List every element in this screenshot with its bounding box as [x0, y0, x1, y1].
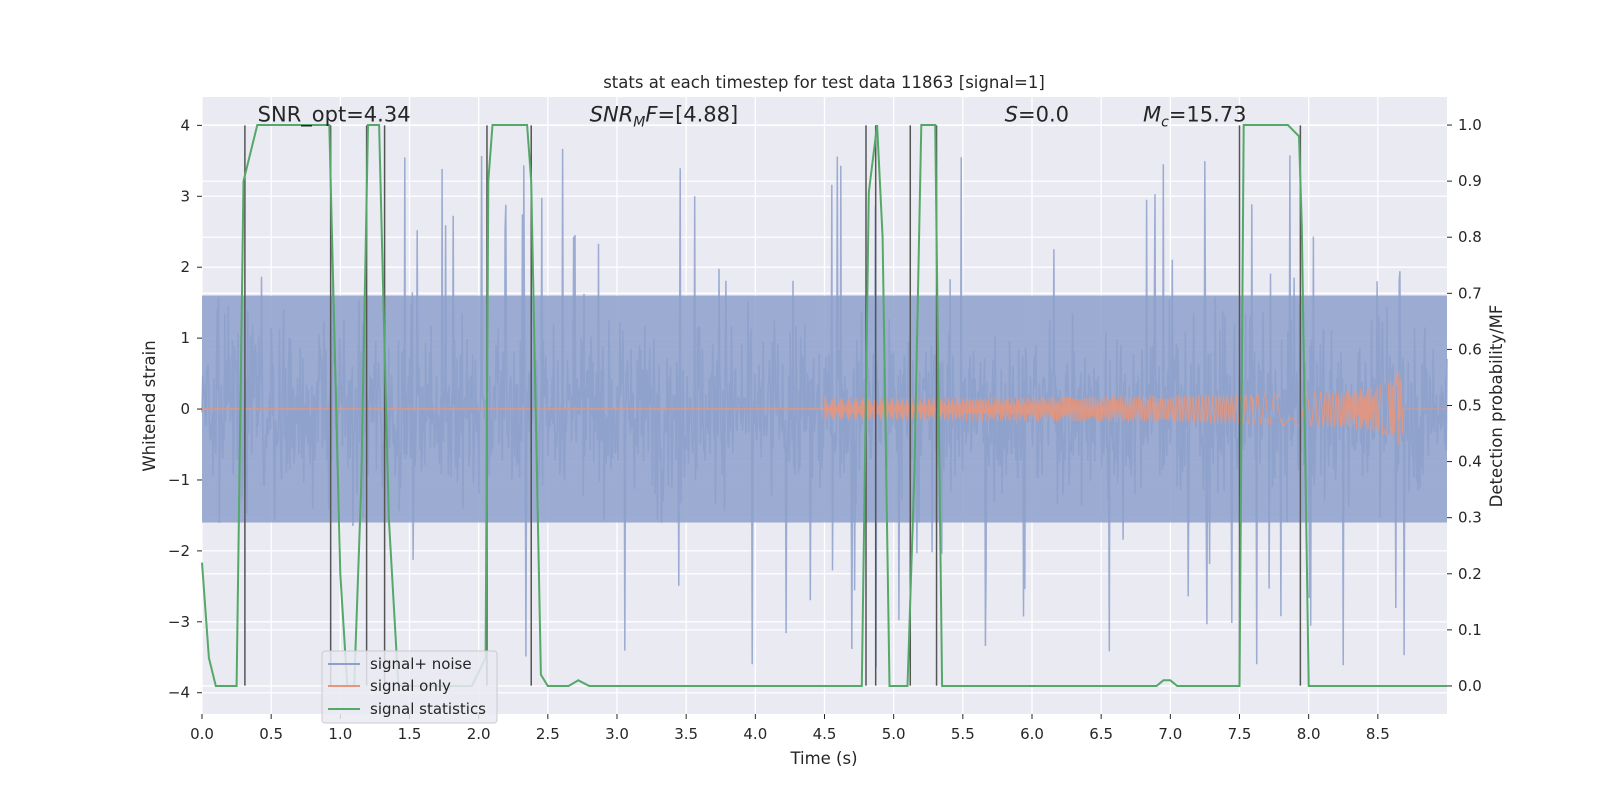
chart-title: stats at each timestep for test data 118… [603, 73, 1045, 92]
signal-statistics-trace [201, 124, 1447, 687]
x-tick-label-11: 5.5 [951, 725, 975, 743]
y-right-tick-label-3: 0.3 [1458, 509, 1482, 527]
x-tick-label-13: 6.5 [1089, 725, 1113, 743]
y-left-tick-label-1: −3 [168, 613, 190, 631]
annotation-snr-opt: SNR_opt=4.34 [258, 102, 411, 127]
axis-ticks: 0.0 0.5 1.0 1.5 2.0 2.5 3.0 3.5 4.0 4.5 5.0 5.5 6.0 6… [168, 116, 1482, 743]
y-left-tick-label-6: 2 [180, 258, 190, 276]
legend-label-signal-noise: signal+ noise [370, 655, 472, 673]
x-tick-label-3: 1.5 [398, 725, 422, 743]
x-tick-label-10: 5.0 [882, 725, 906, 743]
y-right-tick-label-10: 1.0 [1458, 116, 1482, 134]
signal-only-trace [824, 371, 1447, 446]
y-axis-label-right: Detection probability/MF [1487, 305, 1506, 508]
y-left-tick-label-5: 1 [180, 329, 190, 347]
series-signal-statistics [201, 124, 1447, 687]
y-left-tick-label-0: −4 [168, 684, 190, 702]
x-tick-label-16: 8.0 [1297, 725, 1321, 743]
series-signal-only [202, 371, 1447, 446]
y-right-tick-label-0: 0.0 [1458, 677, 1482, 695]
annotation-snr-mf: SNRMF=[4.88] [590, 102, 739, 130]
x-tick-label-2: 1.0 [328, 725, 352, 743]
y-right-tick-label-6: 0.6 [1458, 340, 1482, 358]
x-tick-label-7: 3.5 [674, 725, 698, 743]
y-right-tick-label-9: 0.9 [1458, 172, 1482, 190]
annotation-s-value: S=0.0 [1005, 102, 1069, 126]
legend: signal+ noise signal only signal statist… [321, 650, 498, 724]
y-left-tick-label-2: −2 [168, 542, 190, 560]
x-tick-label-12: 6.0 [1020, 725, 1044, 743]
y-right-tick-label-5: 0.5 [1458, 397, 1482, 415]
annotations: SNR_opt=4.34 SNRMF=[4.88] S=0.0 Mc=15.73 [258, 102, 1247, 130]
legend-label-signal-only: signal only [370, 677, 451, 695]
legend-box [321, 650, 498, 724]
y-left-tick-label-4: 0 [180, 400, 190, 418]
y-right-tick-label-2: 0.2 [1458, 565, 1482, 583]
x-tick-label-4: 2.0 [467, 725, 491, 743]
y-left-tick-label-8: 4 [180, 116, 190, 134]
x-tick-label-8: 4.0 [743, 725, 767, 743]
y-right-tick-label-7: 0.7 [1458, 284, 1482, 302]
x-tick-label-14: 7.0 [1158, 725, 1182, 743]
annotation-mc-value: Mc=15.73 [1143, 102, 1247, 130]
y-left-tick-label-7: 3 [180, 187, 190, 205]
x-tick-label-9: 4.5 [813, 725, 837, 743]
y-right-tick-label-1: 0.1 [1458, 621, 1482, 639]
y-axis-label-left: Whitened strain [140, 340, 159, 471]
legend-label-signal-statistics: signal statistics [370, 700, 486, 718]
x-tick-label-5: 2.5 [536, 725, 560, 743]
x-axis-label: Time (s) [789, 749, 857, 768]
x-tick-label-0: 0.0 [190, 725, 214, 743]
x-tick-label-6: 3.0 [605, 725, 629, 743]
y-left-tick-label-3: −1 [168, 471, 190, 489]
x-tick-label-17: 8.5 [1366, 725, 1390, 743]
x-tick-label-15: 7.5 [1228, 725, 1252, 743]
y-right-tick-label-4: 0.4 [1458, 453, 1482, 471]
y-right-tick-label-8: 0.8 [1458, 228, 1482, 246]
x-tick-label-1: 0.5 [259, 725, 283, 743]
